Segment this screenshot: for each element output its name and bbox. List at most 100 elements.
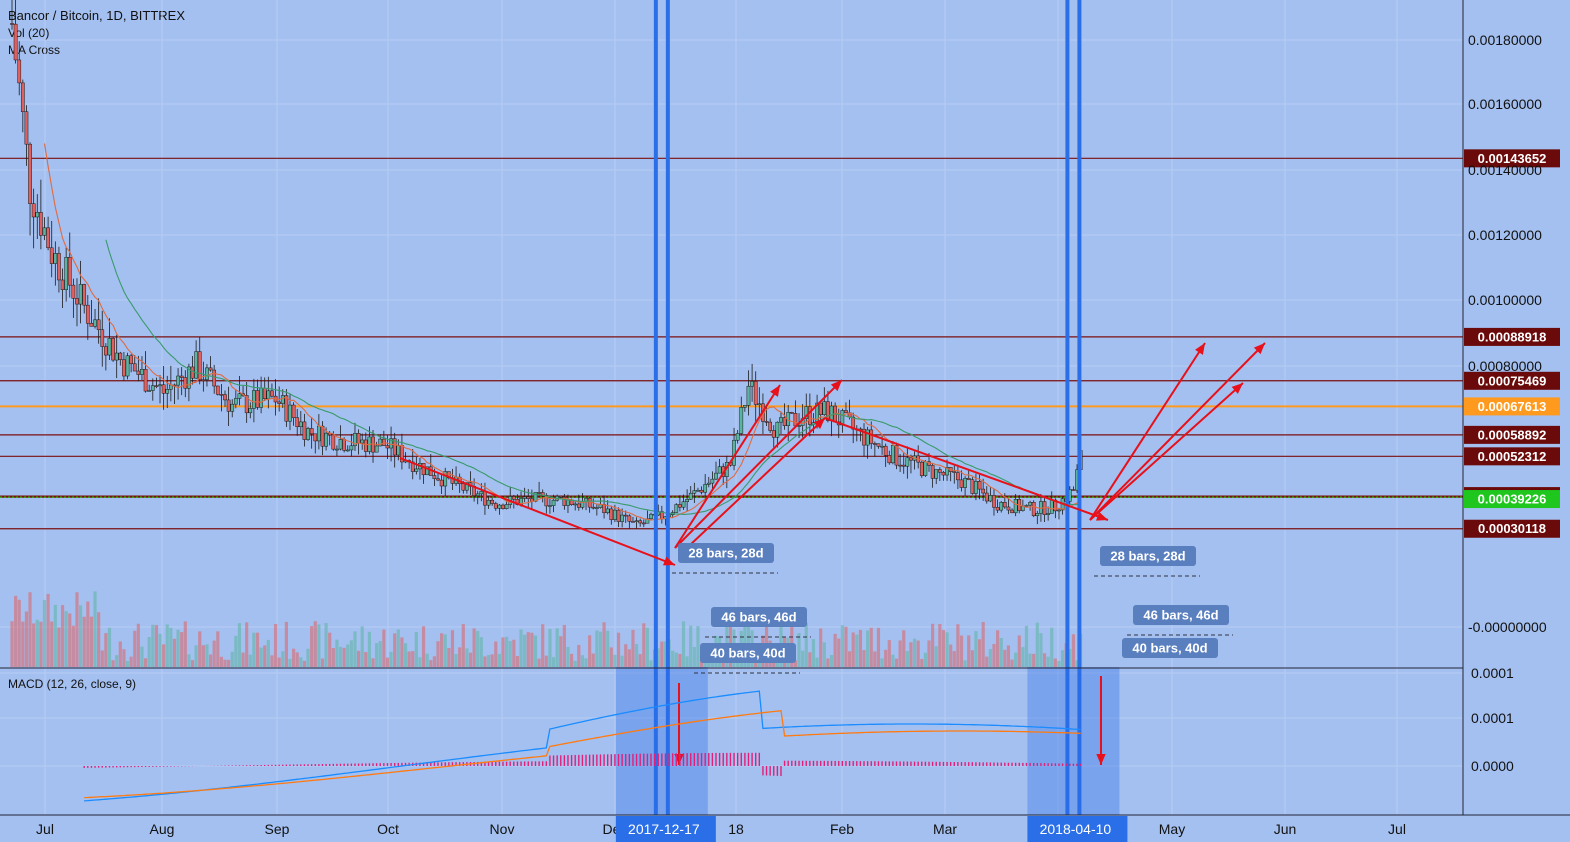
volume-bar: [331, 647, 335, 667]
candle: [692, 490, 697, 494]
candle: [956, 472, 960, 481]
candle: [706, 482, 711, 485]
candle: [461, 483, 466, 491]
candle: [317, 425, 321, 442]
candle: [252, 390, 256, 409]
level-tag-text: 0.00030118: [1478, 521, 1546, 536]
volume-bar: [21, 621, 25, 667]
volume-bar: [1017, 635, 1021, 667]
candle: [493, 503, 498, 509]
volume-bar: [985, 656, 989, 667]
candle: [753, 381, 758, 405]
candle: [118, 352, 123, 360]
volume-bar: [1057, 660, 1061, 667]
volume-bar: [1014, 652, 1018, 667]
candle: [349, 445, 354, 451]
volume-bar: [577, 644, 581, 667]
volume-bar: [923, 652, 927, 667]
candle: [974, 481, 978, 494]
candle: [775, 421, 780, 438]
candle: [880, 445, 884, 448]
candle: [291, 404, 296, 418]
volume-bar: [288, 658, 292, 667]
candle: [905, 457, 910, 467]
volume-bar: [375, 642, 379, 667]
candle: [309, 428, 314, 435]
volume-bar: [642, 623, 646, 667]
level-tag-bg: [1464, 425, 1560, 444]
candle: [714, 472, 718, 480]
candle: [1013, 499, 1018, 514]
level-tag-text: 0.00052312: [1478, 449, 1547, 464]
candle: [183, 377, 188, 389]
volume-bar: [598, 631, 603, 667]
volume-bar: [147, 636, 151, 667]
trend-arrow-macd-1: [1096, 676, 1106, 765]
candle: [483, 491, 487, 506]
volume-bar: [208, 654, 213, 667]
candle: [674, 504, 679, 513]
candle: [259, 388, 263, 408]
volume-bar: [566, 646, 570, 667]
macd-legend: MACD (12, 26, close, 9): [8, 677, 137, 691]
candle: [865, 429, 870, 446]
volume-bar: [562, 624, 566, 667]
volume-bar: [104, 633, 108, 667]
price-tick-5: 0.00080000: [1468, 358, 1542, 374]
volume-bar: [970, 650, 974, 667]
volume-bar: [620, 655, 624, 667]
candle: [959, 479, 964, 488]
candle: [226, 399, 231, 412]
volume-bar: [299, 657, 303, 667]
volume-bar: [512, 639, 516, 667]
volume-bar: [440, 633, 444, 667]
time-tick-1: Aug: [150, 821, 175, 837]
volume-bar: [447, 647, 451, 667]
candle: [818, 402, 823, 415]
volume-bar: [411, 651, 415, 667]
volume-bar: [295, 652, 299, 667]
volume-bar: [851, 632, 855, 667]
volume-bar: [201, 645, 205, 667]
candle: [67, 257, 72, 286]
volume-bar: [819, 628, 823, 667]
candle: [342, 439, 346, 451]
candle: [995, 507, 1000, 511]
volume-bar: [1028, 653, 1032, 667]
volume-bar: [479, 637, 483, 667]
volume-bar: [281, 651, 285, 667]
volume-bar: [1039, 633, 1043, 667]
candle: [829, 405, 834, 421]
volume-bar: [248, 654, 252, 667]
candle: [219, 394, 224, 396]
volume-bar: [1075, 660, 1079, 667]
candle: [576, 503, 581, 508]
volume-bar: [490, 654, 494, 667]
time-tick-12: Jul: [1388, 821, 1406, 837]
volume-bar: [580, 655, 585, 667]
volume-bar: [858, 629, 863, 667]
candle: [107, 338, 112, 356]
candle: [887, 455, 892, 464]
volume-bar: [804, 622, 808, 667]
volume-bar: [403, 643, 408, 667]
candle: [984, 492, 989, 502]
candle: [324, 432, 328, 447]
volume-bar: [1035, 622, 1039, 667]
volume-bar: [24, 611, 29, 667]
volume-bar: [869, 627, 873, 667]
candle: [255, 390, 260, 408]
volume-bar: [71, 625, 75, 667]
volume-bar: [663, 641, 668, 667]
volume-bar: [414, 632, 418, 667]
measurement-bg: [711, 607, 807, 627]
volume-bar: [912, 638, 917, 667]
volume-bar: [537, 658, 541, 667]
level-tag-3: 0.00067613: [1464, 397, 1560, 416]
candle: [1046, 513, 1050, 515]
volume-bar: [934, 646, 938, 667]
volume-bar: [111, 660, 115, 667]
time-tick-6: 18: [728, 821, 744, 837]
